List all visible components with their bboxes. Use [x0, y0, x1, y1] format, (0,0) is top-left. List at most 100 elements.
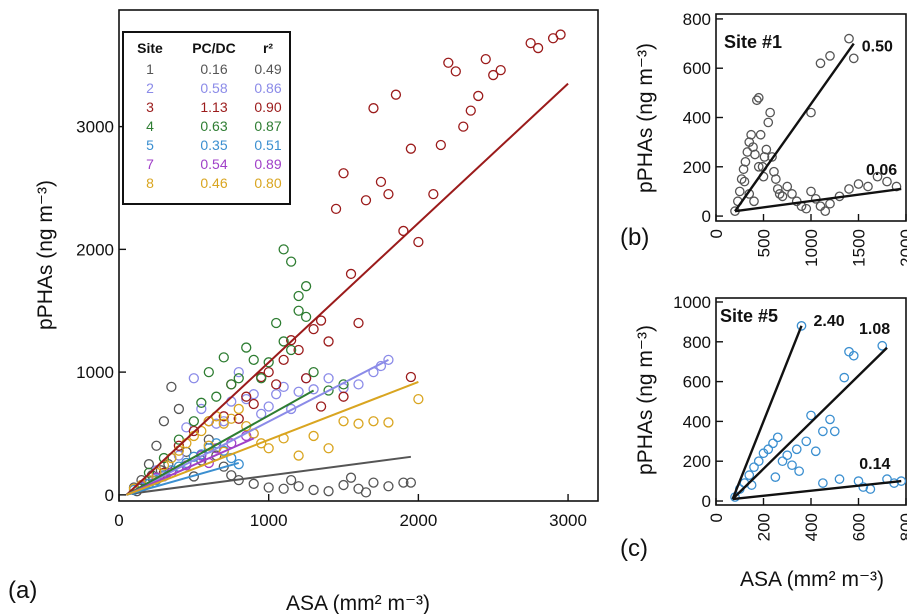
fit-slope-label: 1.08 [859, 321, 890, 338]
legend-pcdc: 0.63 [200, 118, 227, 134]
data-point [300, 281, 312, 292]
fit-slope-label: 0.06 [866, 162, 897, 179]
data-point [211, 418, 222, 429]
data-point [767, 152, 777, 162]
data-point [353, 317, 364, 329]
data-point [285, 335, 297, 346]
data-point [768, 438, 778, 449]
data-point [820, 206, 831, 216]
data-point [368, 103, 379, 114]
data-point [815, 201, 826, 212]
data-point [755, 129, 766, 140]
panel-c-label: (c) [620, 535, 648, 562]
legend-site: 4 [146, 118, 154, 134]
data-point [285, 474, 297, 486]
data-point [241, 342, 252, 353]
data-point [293, 305, 304, 316]
y-tick-label: 600 [683, 59, 711, 78]
legend-header: r² [263, 40, 273, 56]
data-point [383, 417, 394, 428]
data-point [806, 107, 816, 118]
data-point [293, 344, 304, 356]
y-tick-label: 800 [683, 10, 711, 29]
data-point [338, 168, 349, 179]
data-point [413, 236, 424, 248]
data-point [734, 186, 745, 197]
data-point [825, 51, 835, 61]
panel-a-frame [118, 9, 599, 502]
data-point [750, 149, 760, 160]
panel-c-ylabel: pPHAs (ng m⁻³) [634, 325, 657, 475]
legend-header: PC/DC [192, 40, 236, 56]
data-point [368, 477, 379, 488]
data-point [772, 184, 783, 194]
data-point [173, 450, 185, 461]
data-point [753, 161, 764, 172]
fit-line [732, 479, 902, 501]
data-point [308, 384, 319, 395]
legend-site: 5 [146, 137, 154, 153]
legend-site: 2 [146, 80, 154, 96]
x-tick-label: 500 [755, 229, 774, 257]
y-tick-label: 1000 [76, 363, 114, 382]
data-point [360, 487, 372, 498]
data-point [810, 446, 821, 457]
data-point [368, 416, 379, 427]
panel-b-title: Site #1 [724, 32, 782, 52]
data-point [753, 92, 764, 103]
legend-pcdc: 0.54 [200, 156, 227, 172]
data-point [749, 196, 759, 207]
data-point [248, 398, 259, 410]
fit-line-site-1 [126, 455, 412, 496]
data-point [173, 440, 185, 451]
data-point [787, 460, 797, 471]
data-point [777, 456, 788, 467]
y-tick-label: 400 [683, 412, 711, 431]
fit-line-site-4 [125, 389, 315, 496]
data-point [744, 470, 755, 480]
fit-line [734, 42, 855, 212]
panel-b-ylabel: pPHAs (ng m⁻³) [634, 43, 657, 193]
data-point [443, 57, 454, 68]
legend-pcdc: 1.13 [200, 99, 227, 115]
data-point [158, 416, 170, 427]
data-point [308, 484, 319, 496]
data-point [285, 256, 297, 267]
data-point [774, 189, 785, 199]
data-point [196, 397, 207, 408]
legend-pcdc: 0.16 [200, 61, 227, 77]
data-point [271, 317, 282, 329]
data-point [256, 373, 267, 384]
data-point [285, 344, 297, 356]
data-point [829, 426, 840, 437]
x-tick-label: 0 [114, 511, 123, 530]
legend-r2: 0.89 [254, 156, 281, 172]
fit-slope-label: 0.14 [859, 456, 890, 473]
panel-c-xlabel: ASA (mm² m⁻³) [740, 568, 884, 591]
data-point [353, 379, 364, 390]
data-point [248, 354, 259, 365]
y-tick-label: 0 [105, 486, 114, 505]
data-point [740, 157, 751, 167]
data-point [806, 186, 816, 197]
data-point [765, 107, 776, 118]
data-point [218, 352, 229, 363]
data-point [278, 483, 289, 494]
data-point [271, 379, 282, 390]
data-point [323, 385, 334, 396]
data-point [233, 366, 244, 378]
panel-c-ticks: 0 200 400 600 800 0 200 400 600 800 1000 [673, 293, 907, 541]
data-point [345, 472, 357, 483]
data-point [315, 315, 327, 326]
y-tick-label: 600 [683, 373, 711, 392]
data-point [345, 268, 357, 280]
data-point [323, 443, 334, 454]
data-point [405, 477, 417, 488]
data-point [383, 188, 394, 200]
data-point [398, 477, 409, 488]
data-point [188, 373, 199, 384]
x-tick-label: 0 [707, 229, 726, 238]
data-point [480, 53, 491, 65]
data-point [801, 203, 812, 214]
data-point [278, 381, 289, 392]
